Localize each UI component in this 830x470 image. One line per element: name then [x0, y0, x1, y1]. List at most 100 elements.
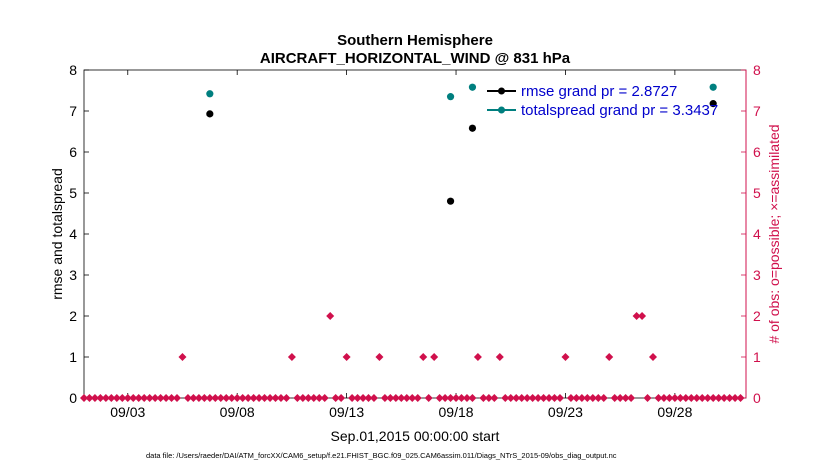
obs-count-marker — [342, 353, 351, 361]
obs-count-marker — [298, 394, 307, 402]
obs-count-marker — [101, 394, 110, 402]
obs-count-marker — [698, 394, 707, 402]
y-tick-label-right: 6 — [753, 144, 761, 160]
obs-count-marker — [479, 394, 488, 402]
obs-count-marker — [194, 394, 203, 402]
obs-count-marker — [452, 394, 461, 402]
obs-count-marker — [173, 394, 182, 402]
rmse-point — [206, 110, 214, 118]
obs-count-marker — [692, 394, 701, 402]
obs-count-marker — [709, 394, 718, 402]
obs-count-marker — [369, 394, 378, 402]
obs-count-marker — [391, 394, 400, 402]
obs-count-marker — [605, 353, 614, 361]
obs-count-marker — [506, 394, 515, 402]
obs-count-marker — [457, 394, 466, 402]
obs-count-marker — [676, 394, 685, 402]
legend-label-rmse: rmse grand pr = 2.8727 — [521, 83, 677, 100]
y-tick-label-right: 7 — [753, 103, 761, 119]
obs-count-marker — [304, 394, 313, 402]
obs-count-marker — [523, 394, 532, 402]
obs-count-marker — [266, 394, 275, 402]
obs-count-marker — [200, 394, 209, 402]
obs-count-marker — [205, 394, 214, 402]
obs-count-marker — [337, 394, 346, 402]
y-tick-label-left: 5 — [69, 185, 77, 201]
obs-count-marker — [517, 394, 526, 402]
rmse-point — [709, 100, 717, 108]
chart-title: Southern Hemisphere — [337, 32, 493, 49]
obs-count-marker — [545, 394, 554, 402]
obs-count-marker — [462, 394, 471, 402]
x-tick-label: 09/18 — [439, 404, 474, 420]
obs-count-marker — [616, 394, 625, 402]
chart-subtitle: AIRCRAFT_HORIZONTAL_WIND @ 831 hPa — [260, 50, 571, 67]
x-axis: 09/03 09/08 09/13 09/18 09/23 09/28 — [110, 70, 693, 420]
obs-count-marker — [720, 394, 729, 402]
obs-count-marker — [167, 394, 176, 402]
obs-count-marker — [588, 394, 597, 402]
y-tick-label-left: 1 — [69, 349, 77, 365]
obs-count-marker — [348, 394, 357, 402]
obs-count-marker — [276, 394, 285, 402]
x-tick-label: 09/08 — [220, 404, 255, 420]
obs-count-markers — [80, 312, 745, 402]
obs-count-marker — [397, 394, 406, 402]
obs-count-marker — [413, 394, 422, 402]
obs-count-marker — [183, 394, 192, 402]
obs-count-marker — [244, 394, 253, 402]
x-tick-label: 09/28 — [657, 404, 692, 420]
y-axis-label-right: # of obs: o=possible; ×=assimilated — [766, 124, 782, 343]
obs-count-marker — [140, 394, 149, 402]
y-tick-label-right: 4 — [753, 226, 761, 242]
obs-count-marker — [90, 394, 99, 402]
obs-count-marker — [118, 394, 127, 402]
legend-marker-rmse — [498, 87, 505, 95]
obs-count-marker — [222, 394, 231, 402]
obs-count-marker — [320, 394, 329, 402]
obs-count-marker — [359, 394, 368, 402]
obs-count-marker — [599, 394, 608, 402]
obs-count-marker — [249, 394, 258, 402]
totalspread-point — [468, 83, 477, 91]
obs-count-marker — [725, 394, 734, 402]
obs-count-marker — [112, 394, 121, 402]
x-tick-label: 09/23 — [548, 404, 583, 420]
obs-count-marker — [583, 394, 592, 402]
obs-count-marker — [731, 394, 740, 402]
obs-count-marker — [107, 394, 116, 402]
obs-count-marker — [96, 394, 105, 402]
y-tick-label-right: 3 — [753, 267, 761, 283]
totalspread-point — [709, 83, 717, 91]
obs-count-marker — [430, 353, 439, 361]
obs-count-marker — [495, 353, 504, 361]
y-tick-label-right: 8 — [753, 62, 761, 78]
obs-count-marker — [178, 353, 187, 361]
legend: rmse grand pr = 2.8727 totalspread grand… — [487, 83, 718, 119]
obs-count-marker — [468, 394, 477, 402]
y-tick-label-right: 5 — [753, 185, 761, 201]
obs-count-marker — [227, 394, 236, 402]
obs-count-marker — [380, 394, 389, 402]
y-tick-label-right: 2 — [753, 308, 761, 324]
obs-count-marker — [681, 394, 690, 402]
obs-count-marker — [632, 312, 641, 320]
y-tick-label-left: 6 — [69, 144, 77, 160]
obs-count-marker — [375, 353, 384, 361]
x-tick-label: 09/03 — [110, 404, 145, 420]
legend-label-totalspread: totalspread grand pr = 3.3437 — [521, 102, 718, 119]
obs-count-marker — [703, 394, 712, 402]
obs-count-marker — [572, 394, 581, 402]
obs-count-marker — [484, 394, 493, 402]
obs-count-marker — [424, 394, 433, 402]
obs-count-marker — [364, 394, 373, 402]
obs-count-marker — [156, 394, 165, 402]
obs-count-marker — [282, 394, 291, 402]
obs-count-marker — [654, 394, 663, 402]
obs-count-marker — [238, 394, 247, 402]
y-tick-label-left: 2 — [69, 308, 77, 324]
y-tick-label-right: 0 — [753, 390, 761, 406]
obs-count-marker — [408, 394, 417, 402]
obs-count-marker — [151, 394, 160, 402]
